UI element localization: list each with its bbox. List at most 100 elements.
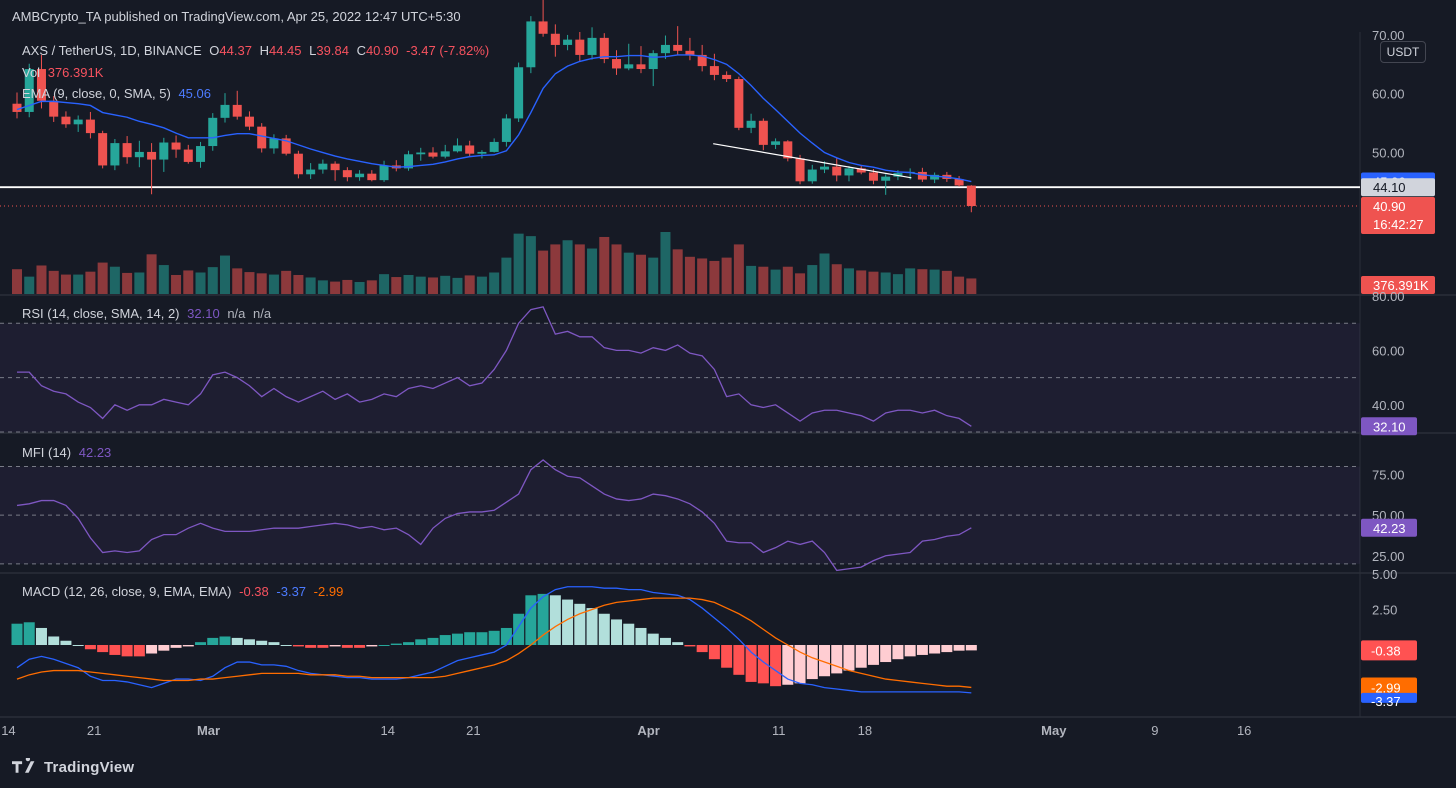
macd-histogram-bar [305,645,317,648]
macd-histogram-bar [721,645,733,668]
macd-histogram-bar [672,642,684,645]
low-value: 39.84 [316,43,349,58]
macd-histogram-bar [745,645,757,682]
candle-body [795,158,805,182]
volume-bar [476,276,487,294]
candle-body [673,44,683,51]
volume-bar [305,277,316,294]
time-tick-label: 9 [1151,723,1158,738]
volume-bar [244,272,255,294]
candle-body [807,169,817,182]
candle-body [428,152,438,157]
rsi-value: 32.10 [187,306,220,321]
candle-body [85,119,95,134]
currency-button[interactable]: USDT [1380,41,1426,63]
volume-bar [721,257,732,294]
volume-bar [330,281,341,294]
volume-bar [97,262,108,294]
rsi-tick-label: 40.00 [1372,398,1405,413]
candle-body [452,145,462,152]
volume-bar [635,254,646,294]
candle-body [966,185,976,207]
volume-bar [146,254,157,294]
candle-body [954,178,964,186]
macd-histogram-bar [611,619,623,645]
macd-histogram-bar [378,645,390,646]
macd-histogram-bar [84,645,96,650]
macd-histogram-bar [537,593,549,645]
macd-histogram-bar [195,642,207,645]
candle-body [685,50,695,55]
candle-body [514,67,524,119]
candle-body [330,163,340,171]
macd-histogram-bar [366,645,378,647]
macd-histogram-bar [72,645,84,646]
macd-histogram-bar [794,645,806,684]
candle-body [171,142,181,150]
ema-label[interactable]: EMA (9, close, 0, SMA, 5) [22,86,171,101]
candle-body [257,126,267,149]
open-label: O [209,43,220,58]
candle-body [208,117,218,147]
macd-label[interactable]: MACD (12, 26, close, 9, EMA, EMA) [22,584,232,599]
candle-body [73,119,83,125]
macd-histogram-bar [48,636,60,645]
volume-bar [599,236,610,294]
tradingview-footer: TradingView [12,758,134,776]
rsi-label[interactable]: RSI (14, close, SMA, 14, 2) [22,306,180,321]
candle-body [367,173,377,181]
volume-bar [195,272,206,294]
tradingview-brand: TradingView [44,758,135,776]
macd-histogram-bar [500,627,512,645]
macd-histogram-bar [451,633,463,645]
volume-bar [843,268,854,294]
rsi-tick-label: 80.00 [1372,289,1405,304]
volume-bar [427,277,438,294]
macd-histogram-bar [146,645,158,654]
symbol-label[interactable]: AXS / TetherUS, 1D, BINANCE [22,43,202,58]
candle-body [489,141,499,152]
candle-body [917,171,927,180]
mfi-label[interactable]: MFI (14) [22,445,72,460]
candle-body [930,174,940,180]
macd-histogram-bar [635,627,647,645]
volume-bar [171,274,182,294]
candle-body [147,151,157,160]
candle-body [550,33,560,45]
volume-price-tag: 376.391K [1373,278,1429,293]
macd-histogram-bar [415,639,427,645]
macd-histogram-bar [121,645,133,657]
volume-label[interactable]: Vol [22,65,41,80]
macd-histogram-bar [525,595,537,645]
candle-body [538,21,548,34]
macd-histogram-bar [488,630,500,645]
volume-bar [109,266,120,294]
macd-histogram-bar [941,645,953,653]
volume-bar [550,244,561,294]
volume-bar [134,272,145,294]
macd-histogram-bar [11,623,23,645]
candle-body [404,154,414,169]
candle-body [110,143,120,166]
macd-histogram-bar [133,645,145,657]
macd-histogram-bar [562,599,574,645]
time-tick-label: 21 [87,723,101,738]
candle-body [98,133,108,166]
volume-bar [587,248,598,294]
volume-bar [36,265,47,294]
macd-histogram-bar [390,643,402,645]
time-tick-label: 14 [1,723,15,738]
macd-tick-label: 5.00 [1372,567,1397,582]
candle-body [232,104,242,117]
volume-bar [12,269,22,294]
macd-histogram-bar [953,645,965,651]
macd-histogram-bar [929,645,941,654]
macd-tick-label: 2.50 [1372,603,1397,618]
macd-histogram-bar [867,645,879,665]
macd-line-tag: -3.37 [1371,694,1401,709]
macd-histogram-bar [684,645,696,647]
candle-body [122,143,132,158]
candle-body [636,64,646,70]
volume-value: 376.391K [47,65,104,80]
